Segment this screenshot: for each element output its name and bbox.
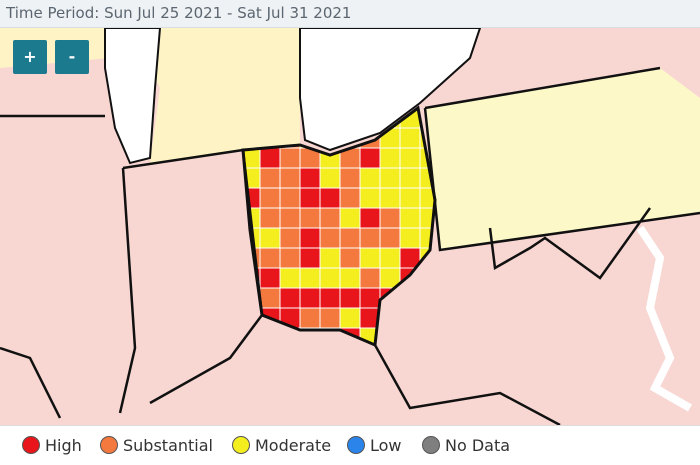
county xyxy=(399,167,421,189)
header: Time Period: Sun Jul 25 2021 - Sat Jul 3… xyxy=(0,0,700,28)
county xyxy=(299,227,321,249)
county xyxy=(399,227,421,249)
county xyxy=(339,187,361,209)
county xyxy=(359,167,381,189)
county xyxy=(279,187,301,209)
county xyxy=(339,287,361,309)
county xyxy=(339,267,361,289)
county xyxy=(299,267,321,289)
county xyxy=(279,267,301,289)
county xyxy=(319,267,341,289)
legend-item: High xyxy=(22,436,82,455)
legend-label: Substantial xyxy=(123,436,213,455)
county xyxy=(319,287,341,309)
county xyxy=(359,247,381,269)
state-borders xyxy=(0,66,700,425)
legend-item: Low xyxy=(347,436,402,455)
legend-item: Substantial xyxy=(100,436,213,455)
county xyxy=(399,127,421,149)
time-period: Time Period: Sun Jul 25 2021 - Sat Jul 3… xyxy=(6,4,352,22)
county xyxy=(279,247,301,269)
lake-erie xyxy=(299,28,482,152)
legend-swatch xyxy=(347,436,365,454)
county xyxy=(339,307,361,329)
county xyxy=(359,147,381,169)
county xyxy=(359,287,381,309)
lake-michigan xyxy=(104,28,162,165)
county xyxy=(359,207,381,229)
county xyxy=(319,227,341,249)
county xyxy=(339,227,361,249)
michigan xyxy=(130,28,300,163)
county xyxy=(379,207,401,229)
county xyxy=(279,207,301,229)
county xyxy=(339,207,361,229)
county xyxy=(279,167,301,189)
county xyxy=(259,207,281,229)
county xyxy=(399,207,421,229)
county xyxy=(359,187,381,209)
legend-swatch xyxy=(232,436,250,454)
ohio-border xyxy=(241,105,437,348)
county xyxy=(359,267,381,289)
county xyxy=(319,307,341,329)
county xyxy=(279,287,301,309)
county xyxy=(379,187,401,209)
legend-swatch xyxy=(22,436,40,454)
county xyxy=(299,187,321,209)
county xyxy=(299,167,321,189)
county xyxy=(319,207,341,229)
legend: High Substantial Moderate Low No Data xyxy=(0,425,700,465)
chesapeake xyxy=(636,225,692,412)
county xyxy=(319,247,341,269)
county xyxy=(259,167,281,189)
county xyxy=(339,247,361,269)
map xyxy=(0,28,700,425)
county xyxy=(319,167,341,189)
county xyxy=(379,147,401,169)
county xyxy=(299,287,321,309)
legend-swatch xyxy=(422,436,440,454)
county xyxy=(299,207,321,229)
county xyxy=(299,247,321,269)
county xyxy=(399,187,421,209)
county xyxy=(299,307,321,329)
county xyxy=(279,147,301,169)
county xyxy=(379,247,401,269)
legend-item: No Data xyxy=(422,436,510,455)
county xyxy=(379,227,401,249)
zoom-out-button[interactable]: - xyxy=(55,40,89,74)
county xyxy=(279,227,301,249)
county xyxy=(319,187,341,209)
pennsylvania xyxy=(425,68,700,250)
legend-label: High xyxy=(45,436,82,455)
legend-label: No Data xyxy=(445,436,511,455)
county xyxy=(339,167,361,189)
legend-item: Moderate xyxy=(232,436,331,455)
county xyxy=(359,227,381,249)
county xyxy=(259,147,281,169)
county xyxy=(379,167,401,189)
county xyxy=(399,147,421,169)
legend-label: Moderate xyxy=(255,436,332,455)
county xyxy=(259,287,281,309)
county xyxy=(259,227,281,249)
county xyxy=(259,247,281,269)
legend-label: Low xyxy=(370,436,402,455)
county xyxy=(259,267,281,289)
zoom-in-button[interactable]: + xyxy=(13,40,47,74)
legend-swatch xyxy=(100,436,118,454)
county xyxy=(259,187,281,209)
